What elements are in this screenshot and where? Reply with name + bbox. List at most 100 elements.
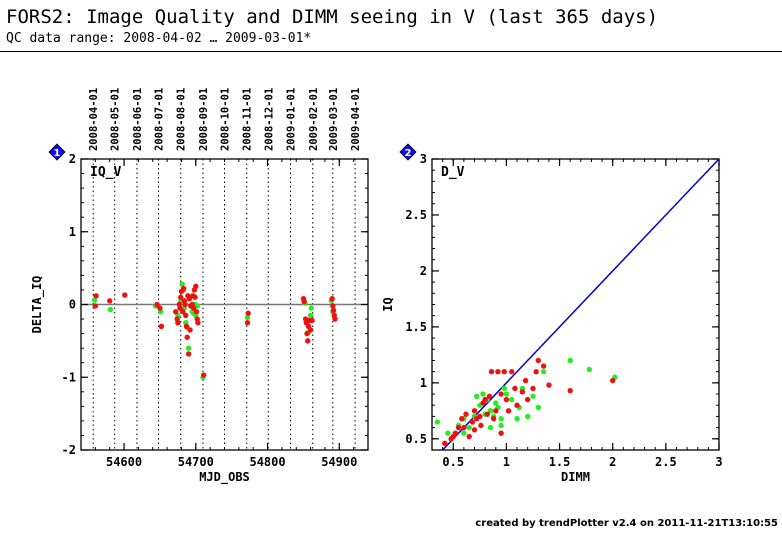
red-data-point bbox=[495, 368, 501, 375]
red-data-point bbox=[509, 368, 515, 375]
green-data-point bbox=[308, 305, 315, 311]
date-marker-label: 2008-09-01 bbox=[198, 88, 210, 151]
x-tick-label: 54600 bbox=[106, 455, 142, 469]
red-data-point bbox=[514, 402, 520, 408]
red-data-point bbox=[195, 319, 201, 326]
green-data-point bbox=[586, 366, 593, 373]
date-marker-label: 2008-04-01 bbox=[88, 88, 100, 151]
red-data-point bbox=[503, 396, 510, 403]
red-data-point bbox=[469, 419, 476, 425]
red-data-point bbox=[93, 293, 99, 299]
red-data-point bbox=[301, 298, 307, 305]
x-tick-label: 1.5 bbox=[549, 455, 571, 469]
panel-number-badge-label: 2 bbox=[405, 148, 412, 159]
y-tick-label: 1 bbox=[69, 225, 76, 239]
x-axis-label: MJD_OBS bbox=[199, 470, 250, 485]
red-data-point bbox=[173, 309, 179, 315]
red-data-point bbox=[533, 368, 539, 375]
green-data-point bbox=[509, 396, 515, 403]
red-data-point bbox=[154, 301, 160, 308]
red-data-point bbox=[501, 368, 507, 375]
red-data-point bbox=[488, 368, 495, 375]
x-axis-label: DIMM bbox=[561, 470, 590, 484]
panel-number-badge bbox=[399, 143, 417, 161]
y-axis-label: DELTA_IQ bbox=[30, 276, 45, 334]
red-data-point bbox=[486, 393, 493, 399]
green-data-point bbox=[498, 422, 504, 429]
red-data-point bbox=[466, 433, 472, 440]
red-data-point bbox=[107, 298, 113, 304]
date-marker-label: 2008-07-01 bbox=[153, 88, 165, 151]
x-tick-label: 54900 bbox=[321, 455, 357, 469]
plot-frame bbox=[431, 158, 720, 451]
green-data-point bbox=[503, 391, 510, 397]
red-data-point bbox=[200, 372, 207, 378]
y-tick-label: 0.5 bbox=[405, 432, 427, 446]
green-data-point bbox=[487, 408, 494, 414]
red-data-point bbox=[524, 396, 531, 403]
red-data-point bbox=[477, 413, 483, 420]
header-divider bbox=[0, 51, 782, 52]
one-to-one-line bbox=[442, 158, 720, 451]
red-data-point bbox=[459, 415, 465, 422]
red-data-point bbox=[498, 430, 504, 436]
green-data-point bbox=[91, 297, 98, 303]
red-data-point bbox=[546, 382, 552, 388]
green-data-point bbox=[434, 419, 441, 425]
date-marker-label: 2008-06-01 bbox=[132, 88, 144, 151]
red-data-point bbox=[490, 415, 497, 422]
red-data-point bbox=[186, 295, 193, 302]
date-marker-label: 2008-11-01 bbox=[242, 88, 254, 151]
red-data-point bbox=[567, 387, 573, 394]
green-data-point bbox=[244, 314, 251, 321]
red-data-point bbox=[122, 292, 128, 298]
green-data-point bbox=[466, 424, 472, 431]
green-data-point bbox=[185, 345, 192, 351]
red-data-point bbox=[610, 377, 616, 384]
red-data-point bbox=[304, 330, 310, 337]
footer-credit: created by trendPlotter v2.4 on 2011-11-… bbox=[475, 518, 778, 529]
red-data-point bbox=[498, 391, 504, 397]
red-data-point bbox=[180, 285, 187, 292]
green-data-point bbox=[487, 424, 494, 431]
green-data-point bbox=[473, 393, 480, 399]
x-tick-label: 2.5 bbox=[655, 455, 677, 469]
red-data-point bbox=[305, 338, 311, 344]
date-marker-label: 2009-03-01 bbox=[328, 88, 340, 151]
red-data-point bbox=[245, 310, 251, 316]
red-data-point bbox=[244, 319, 251, 326]
red-data-point bbox=[329, 295, 335, 302]
red-data-point bbox=[463, 411, 469, 417]
red-data-point bbox=[157, 305, 163, 311]
red-data-point bbox=[330, 307, 337, 314]
red-data-point bbox=[493, 408, 499, 414]
panel-label: IQ_V bbox=[90, 165, 121, 180]
red-data-point bbox=[187, 327, 193, 333]
red-data-point bbox=[540, 363, 547, 369]
red-data-point bbox=[471, 408, 478, 414]
y-tick-label: 1 bbox=[420, 376, 427, 390]
date-marker-label: 2009-01-01 bbox=[286, 88, 298, 151]
red-data-point bbox=[178, 294, 184, 300]
green-data-point bbox=[493, 400, 499, 406]
y-tick-label: -2 bbox=[62, 443, 76, 457]
green-data-point bbox=[179, 281, 185, 287]
green-data-point bbox=[524, 413, 531, 420]
green-data-point bbox=[535, 404, 541, 411]
red-data-point bbox=[519, 389, 526, 395]
red-data-point bbox=[184, 334, 190, 340]
red-data-point bbox=[183, 323, 190, 330]
date-marker-label: 2008-12-01 bbox=[263, 88, 275, 151]
red-data-point bbox=[193, 309, 200, 315]
date-marker-label: 2008-05-01 bbox=[110, 88, 122, 151]
red-data-point bbox=[522, 377, 529, 384]
red-data-point bbox=[535, 357, 541, 364]
red-data-point bbox=[455, 424, 462, 431]
y-tick-label: 2.5 bbox=[405, 208, 427, 222]
red-data-point bbox=[180, 309, 186, 315]
red-data-point bbox=[309, 317, 315, 324]
chart-title: FORS2: Image Quality and DIMM seeing in … bbox=[6, 6, 659, 28]
green-data-point bbox=[498, 415, 504, 422]
x-tick-label: 54800 bbox=[249, 455, 285, 469]
